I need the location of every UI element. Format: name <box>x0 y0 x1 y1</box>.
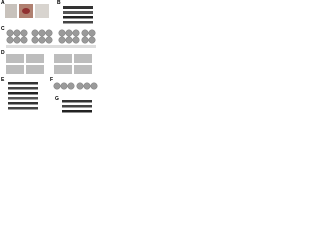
panel-c-plates <box>6 29 96 44</box>
panel-f-plates <box>53 82 98 90</box>
panel-c-bars <box>6 45 96 48</box>
panel-d-images <box>6 54 92 74</box>
panel-e-blot <box>8 82 38 110</box>
panel-label: F <box>50 77 53 83</box>
panel-label: G <box>55 96 59 102</box>
panel-label: E <box>1 77 5 83</box>
panel-g-blot <box>62 100 92 113</box>
panel-b-blot <box>63 6 93 24</box>
panel-label: C <box>1 26 5 32</box>
panel-label: D <box>1 50 5 56</box>
panel-a-images <box>5 4 49 18</box>
panel-label: B <box>57 0 61 6</box>
panel-label: A <box>1 0 5 6</box>
figure: A B C D E F G <box>1 0 98 113</box>
